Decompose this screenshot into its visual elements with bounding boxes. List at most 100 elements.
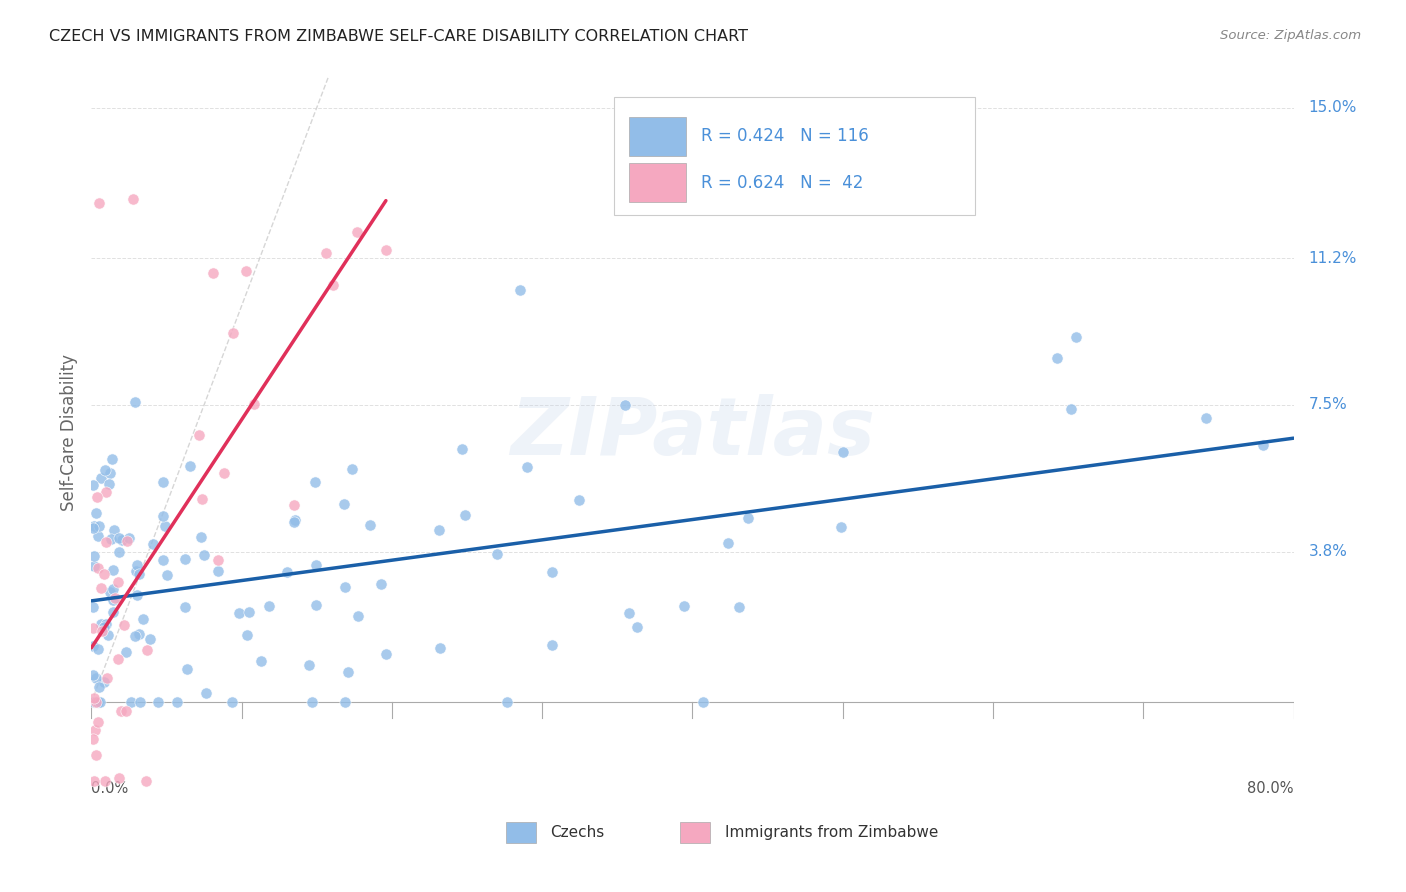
Bar (614, 97, 974, 215)
Point (333, 695, 356, 709)
Point (87, 195, 110, 210)
Point (94, 774, 117, 789)
Text: R = 0.424   N = 116: R = 0.424 N = 116 (700, 128, 869, 145)
Point (1046, 351, 1069, 366)
Point (737, 510, 759, 524)
Point (97, 628, 120, 642)
Text: 15.0%: 15.0% (1309, 100, 1357, 115)
Point (87, 695, 110, 709)
Point (114, 645, 136, 659)
Point (156, 568, 179, 582)
Point (173, 552, 195, 566)
Bar (628, 163, 686, 202)
Point (89, 695, 111, 709)
Point (619, 606, 641, 620)
Point (728, 599, 751, 614)
Point (86, 561, 108, 575)
Point (188, 428, 211, 442)
Point (110, 705, 132, 719)
Point (152, 553, 174, 567)
Point (128, 567, 150, 582)
Point (374, 647, 396, 661)
Point (122, 192, 145, 206)
Point (673, 599, 696, 613)
Point (142, 537, 165, 551)
Point (93, 566, 115, 581)
Text: 3.8%: 3.8% (1309, 544, 1347, 559)
Point (283, 515, 305, 529)
Point (86, 715, 108, 730)
Point (100, 532, 122, 546)
Point (301, 695, 323, 709)
Point (87, 529, 110, 543)
Point (103, 591, 125, 606)
Point (359, 517, 381, 532)
Text: 7.5%: 7.5% (1309, 397, 1347, 412)
Point (370, 576, 392, 591)
Point (128, 627, 150, 641)
Point (90, 581, 112, 595)
Point (568, 493, 591, 508)
Point (516, 459, 538, 474)
Point (374, 244, 396, 258)
Point (125, 564, 148, 578)
Point (100, 451, 122, 466)
Point (135, 774, 157, 789)
Point (129, 695, 152, 709)
Point (1253, 437, 1275, 451)
Text: 11.2%: 11.2% (1309, 251, 1357, 266)
Bar (628, 117, 686, 156)
Point (83, 549, 105, 564)
Point (97, 477, 120, 491)
Point (96, 671, 118, 685)
Point (250, 654, 273, 668)
Point (84, 723, 107, 737)
Point (125, 558, 148, 573)
Point (454, 508, 477, 523)
Point (107, 771, 129, 785)
Point (86, 671, 108, 685)
Point (101, 605, 124, 619)
Point (82, 640, 104, 654)
Point (84, 747, 107, 762)
Text: Immigrants from Zimbabwe: Immigrants from Zimbabwe (725, 825, 938, 839)
Point (108, 545, 131, 559)
Point (166, 695, 188, 709)
Point (298, 657, 321, 672)
Point (82, 621, 104, 635)
Text: Source: ZipAtlas.com: Source: ZipAtlas.com (1220, 29, 1361, 42)
Point (541, 566, 564, 580)
Point (93, 620, 115, 634)
Point (82, 668, 104, 682)
Point (214, 466, 236, 480)
Point (82, 599, 104, 614)
Point (236, 628, 259, 642)
Text: ZIPatlas: ZIPatlas (510, 393, 875, 472)
Point (1195, 411, 1218, 425)
Point (284, 513, 307, 527)
Text: 80.0%: 80.0% (1247, 781, 1294, 797)
Point (139, 632, 162, 646)
Point (831, 445, 853, 459)
Point (190, 530, 212, 544)
Point (83, 559, 105, 574)
Point (193, 548, 215, 562)
Point (87, 519, 110, 533)
Point (127, 588, 149, 602)
Point (98, 585, 121, 599)
Point (179, 459, 201, 474)
Point (94, 462, 117, 476)
Point (201, 266, 224, 280)
Point (103, 524, 125, 538)
Point (103, 563, 125, 577)
Point (1060, 402, 1083, 417)
Text: Czechs: Czechs (551, 825, 605, 839)
Point (90, 471, 112, 485)
Point (346, 225, 368, 239)
Point (84, 695, 107, 709)
Point (124, 629, 146, 643)
Point (613, 398, 636, 412)
Point (89, 680, 111, 694)
Bar (681, 822, 710, 843)
Point (83, 691, 105, 706)
